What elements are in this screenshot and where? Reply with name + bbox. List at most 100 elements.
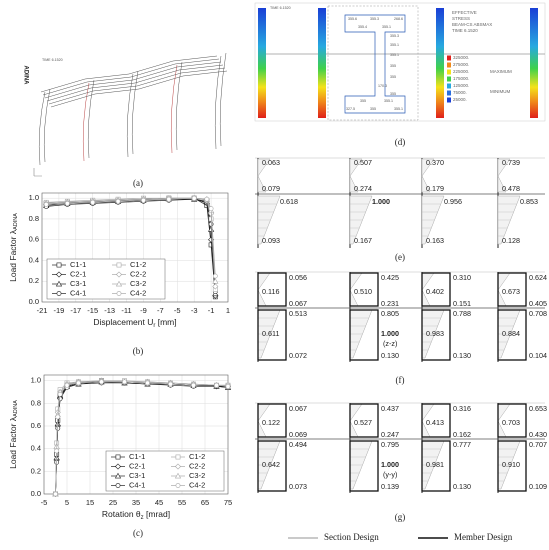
legend-label: C4-1 (129, 480, 145, 489)
x-tick-label: -1 (208, 306, 215, 315)
legend-label: C1-1 (129, 452, 145, 461)
utilization: 0.618 (280, 197, 298, 206)
section-utilization: 0.405 (529, 299, 547, 308)
x-tick-label: 45 (155, 498, 163, 507)
legend-label: C3-2 (189, 471, 205, 480)
member-box (421, 309, 451, 361)
legend-label: C3-1 (129, 471, 145, 480)
data-point (212, 273, 218, 279)
legend-marker (55, 271, 63, 278)
y-axis-label-sub: ADINA (13, 213, 19, 230)
member-utilization: 0.884 (502, 329, 520, 338)
member-utilization: 0.402 (426, 287, 444, 296)
section-utilization: 0.072 (289, 351, 307, 360)
detail-box (327, 5, 419, 121)
x-tick-label: -11 (121, 306, 131, 315)
member-utilization: 0.981 (426, 460, 444, 469)
legend-label: C4-1 (70, 288, 86, 297)
section-utilization: 0.430 (529, 430, 547, 439)
y-tick-label: 0.4 (31, 444, 41, 453)
data-point (115, 198, 121, 204)
legend-marker (115, 483, 121, 488)
scale-value: 325000. (453, 55, 469, 60)
section-stress: 355.1 (382, 25, 391, 29)
legend-marker (114, 463, 122, 470)
legend-marker (174, 463, 182, 470)
section-stress: 355.1 (390, 53, 399, 57)
data-point (191, 195, 197, 201)
member-utilization: 0.642 (262, 460, 280, 469)
scale-swatch (447, 62, 451, 68)
axis-note: (z-z) (383, 339, 397, 348)
panel-label: (d) (395, 137, 406, 147)
utilization: 0.128 (502, 236, 520, 245)
column (219, 52, 227, 147)
section-utilization: 0.513 (289, 309, 307, 318)
panel-label: (g) (395, 512, 406, 522)
data-point (122, 379, 127, 385)
data-point (166, 196, 172, 202)
scale-value: 225000. (453, 69, 469, 74)
x-tick-label: 55 (178, 498, 186, 507)
y-tick-label: 0.0 (29, 297, 39, 306)
moment-diagram (497, 158, 511, 193)
section-utilization: 0.069 (289, 430, 307, 439)
series-line (46, 197, 216, 277)
y-tick-label: 1.0 (31, 376, 41, 385)
x-tick-label: 15 (86, 498, 94, 507)
y-tick-label: 0.8 (29, 214, 39, 223)
data-point (212, 283, 219, 290)
x-tick-label: 25 (109, 498, 117, 507)
section-utilization: 0.139 (381, 482, 399, 491)
utilization: 0.167 (354, 236, 372, 245)
panel-label: (e) (395, 252, 405, 262)
section-stress: 170.3 (378, 84, 387, 88)
member-utilization: 0.910 (502, 460, 520, 469)
beam (40, 55, 218, 93)
min-label: MINIMUM (490, 89, 510, 94)
member-box (421, 272, 451, 307)
x-tick-label: -15 (87, 306, 98, 315)
section-utilization: 0.653 (529, 404, 547, 413)
legend: C1-1C2-1C3-1C4-1 C1-2C2-2C3-2C4-2 (105, 450, 225, 492)
section-stress: 355.6 (348, 17, 357, 21)
data-point (214, 382, 219, 388)
stress-bar (436, 8, 444, 118)
member-box (349, 309, 379, 361)
result-header: BEAM-CS ABSMAX (452, 22, 492, 27)
member-utilization: 0.673 (502, 287, 520, 296)
beam (48, 67, 226, 105)
section-stress: 355.4 (358, 25, 367, 29)
member-utilization: 0.116 (262, 287, 279, 296)
section-stress: 355 (370, 107, 376, 111)
data-point (57, 391, 63, 397)
scale-swatch (447, 97, 451, 103)
y-tick-label: 1.0 (29, 193, 39, 202)
member-box (257, 440, 287, 492)
legend-label: C3-1 (70, 279, 86, 288)
scale-swatch (447, 55, 451, 61)
column (175, 61, 183, 151)
y-tick-label: 0.8 (31, 398, 41, 407)
section-stress: 355 (390, 92, 396, 96)
section-utilization: 0.707 (529, 440, 547, 449)
section-stress: 355.1 (384, 99, 393, 103)
legend-box (46, 258, 166, 300)
legend-label: C2-1 (129, 461, 145, 470)
section-utilization: 0.247 (381, 430, 399, 439)
x-axis-label: Displacement Ur [mm] (93, 317, 176, 328)
column (82, 82, 90, 162)
x-tick-label: -9 (140, 306, 147, 315)
scale-value: 175000. (453, 76, 469, 81)
section-utilization: 0.777 (453, 440, 471, 449)
i-section (344, 14, 406, 114)
x-tick-label: -21 (37, 306, 48, 315)
x-tick-label: -13 (104, 306, 115, 315)
legend-marker (56, 262, 62, 268)
section-utilization: 0.494 (289, 440, 307, 449)
beam (50, 70, 228, 108)
y-axis-label: Load Factor λADINA (8, 213, 19, 282)
section-utilization: 0.056 (289, 273, 307, 282)
legend-label: C4-2 (189, 480, 205, 489)
